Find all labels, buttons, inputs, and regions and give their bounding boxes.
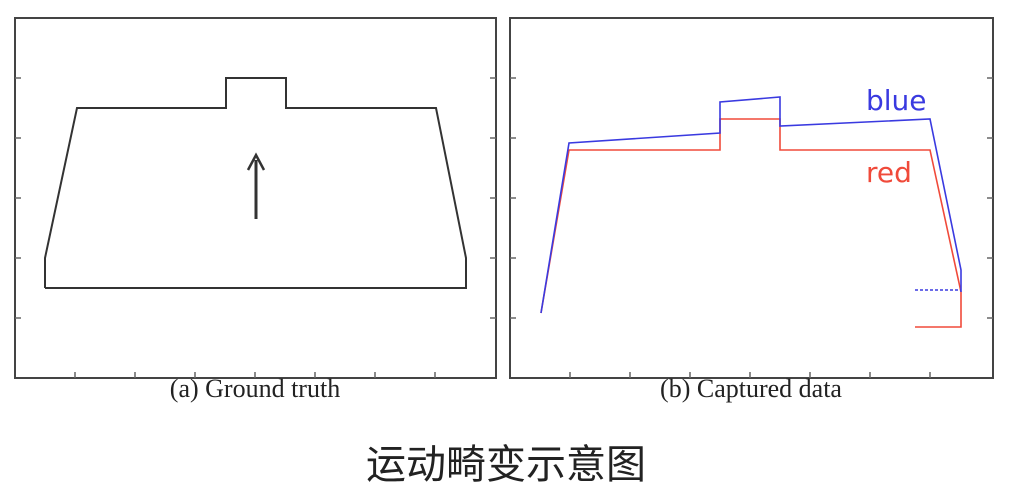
panel-b-frame [509,17,994,379]
ground-truth-outline [44,77,467,289]
panel-captured-data: blue red [509,17,994,379]
figure-caption: 运动畸变示意图 [366,442,646,488]
panel-b-caption: (b) Captured data [660,374,842,403]
panel-a-ticks [15,77,496,378]
motion-arrow-icon [246,152,266,219]
panel-b-ticks [510,77,993,378]
blue-series-label: blue [866,84,927,117]
red-series-label: red [866,156,912,189]
panel-ground-truth [14,17,497,379]
blue-scan-line [540,96,962,314]
panel-a-caption: (a) Ground truth [170,374,340,403]
red-scan-line [540,118,962,328]
